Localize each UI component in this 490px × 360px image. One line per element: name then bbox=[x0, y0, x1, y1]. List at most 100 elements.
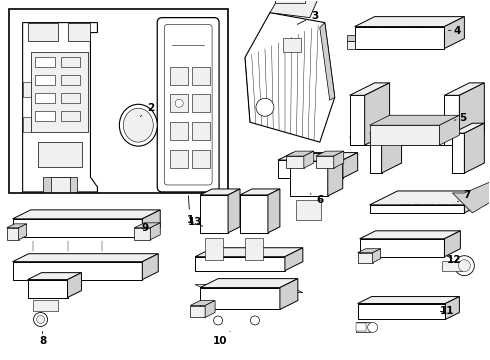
Polygon shape bbox=[240, 189, 280, 195]
Ellipse shape bbox=[256, 98, 274, 116]
Ellipse shape bbox=[120, 104, 157, 146]
Polygon shape bbox=[190, 301, 215, 306]
Polygon shape bbox=[452, 181, 490, 213]
Bar bbox=[9, 9, 228, 193]
Bar bbox=[170, 150, 188, 168]
Polygon shape bbox=[270, 0, 320, 18]
Bar bbox=[38, 142, 82, 167]
Polygon shape bbox=[13, 210, 160, 219]
Ellipse shape bbox=[454, 256, 474, 276]
Polygon shape bbox=[465, 191, 490, 213]
Polygon shape bbox=[350, 83, 390, 95]
Bar bbox=[61, 75, 80, 85]
Polygon shape bbox=[328, 154, 343, 196]
Polygon shape bbox=[360, 231, 461, 239]
Polygon shape bbox=[290, 161, 328, 196]
Polygon shape bbox=[68, 273, 81, 298]
Text: 5: 5 bbox=[454, 113, 466, 123]
Bar bbox=[170, 122, 188, 140]
Text: 1: 1 bbox=[187, 196, 194, 225]
Bar bbox=[61, 58, 80, 67]
Polygon shape bbox=[350, 137, 460, 145]
Bar bbox=[61, 93, 80, 103]
Polygon shape bbox=[23, 82, 30, 97]
Polygon shape bbox=[355, 27, 444, 49]
Polygon shape bbox=[200, 288, 280, 310]
Ellipse shape bbox=[368, 323, 378, 332]
Ellipse shape bbox=[34, 312, 48, 327]
Ellipse shape bbox=[250, 316, 260, 325]
Bar bbox=[35, 58, 54, 67]
Polygon shape bbox=[445, 297, 460, 319]
Polygon shape bbox=[444, 83, 484, 95]
Bar bbox=[35, 93, 54, 103]
Bar bbox=[442, 261, 463, 271]
Polygon shape bbox=[27, 23, 57, 41]
Polygon shape bbox=[347, 35, 355, 41]
Polygon shape bbox=[334, 151, 343, 168]
Text: 6: 6 bbox=[310, 193, 323, 205]
Text: 2: 2 bbox=[141, 103, 154, 117]
Polygon shape bbox=[360, 239, 444, 257]
Bar bbox=[192, 67, 210, 85]
Polygon shape bbox=[320, 23, 335, 100]
Bar bbox=[245, 238, 263, 260]
Ellipse shape bbox=[458, 260, 470, 272]
Bar bbox=[356, 323, 366, 332]
Bar bbox=[61, 111, 80, 121]
Polygon shape bbox=[444, 231, 461, 257]
Polygon shape bbox=[452, 133, 465, 173]
Polygon shape bbox=[369, 125, 440, 145]
Polygon shape bbox=[142, 254, 158, 280]
Ellipse shape bbox=[37, 315, 45, 323]
Polygon shape bbox=[382, 123, 401, 173]
Polygon shape bbox=[278, 160, 343, 178]
Polygon shape bbox=[369, 205, 465, 213]
Polygon shape bbox=[347, 41, 355, 49]
Polygon shape bbox=[228, 189, 240, 233]
Text: 12: 12 bbox=[447, 255, 462, 265]
Bar bbox=[296, 200, 321, 220]
Bar bbox=[192, 94, 210, 112]
Text: 13: 13 bbox=[188, 217, 203, 227]
Polygon shape bbox=[134, 223, 160, 228]
Polygon shape bbox=[286, 151, 314, 156]
Polygon shape bbox=[304, 151, 314, 168]
Bar bbox=[30, 53, 89, 132]
Polygon shape bbox=[200, 189, 240, 195]
Polygon shape bbox=[280, 279, 298, 310]
Bar bbox=[356, 323, 369, 332]
Polygon shape bbox=[68, 23, 91, 41]
Polygon shape bbox=[7, 228, 19, 240]
FancyBboxPatch shape bbox=[157, 18, 219, 192]
Polygon shape bbox=[27, 273, 81, 280]
Polygon shape bbox=[268, 189, 280, 233]
Polygon shape bbox=[23, 23, 98, 192]
Polygon shape bbox=[358, 303, 445, 319]
Polygon shape bbox=[369, 191, 490, 205]
Polygon shape bbox=[444, 17, 465, 49]
Polygon shape bbox=[150, 223, 160, 240]
Polygon shape bbox=[134, 228, 150, 240]
Polygon shape bbox=[142, 210, 160, 237]
Text: 3: 3 bbox=[297, 11, 318, 24]
Polygon shape bbox=[200, 195, 228, 233]
Polygon shape bbox=[369, 115, 460, 125]
Bar bbox=[170, 94, 188, 112]
Polygon shape bbox=[444, 95, 460, 145]
Polygon shape bbox=[190, 306, 205, 318]
Polygon shape bbox=[240, 195, 268, 233]
Polygon shape bbox=[286, 156, 304, 168]
Polygon shape bbox=[452, 123, 484, 133]
Polygon shape bbox=[355, 17, 465, 27]
Bar bbox=[170, 67, 188, 85]
Polygon shape bbox=[43, 177, 77, 192]
Polygon shape bbox=[369, 133, 382, 173]
Polygon shape bbox=[465, 123, 484, 173]
Polygon shape bbox=[23, 117, 30, 132]
Polygon shape bbox=[460, 125, 484, 145]
Polygon shape bbox=[350, 95, 365, 145]
Polygon shape bbox=[358, 253, 372, 263]
Polygon shape bbox=[13, 262, 142, 280]
Bar bbox=[50, 177, 71, 192]
